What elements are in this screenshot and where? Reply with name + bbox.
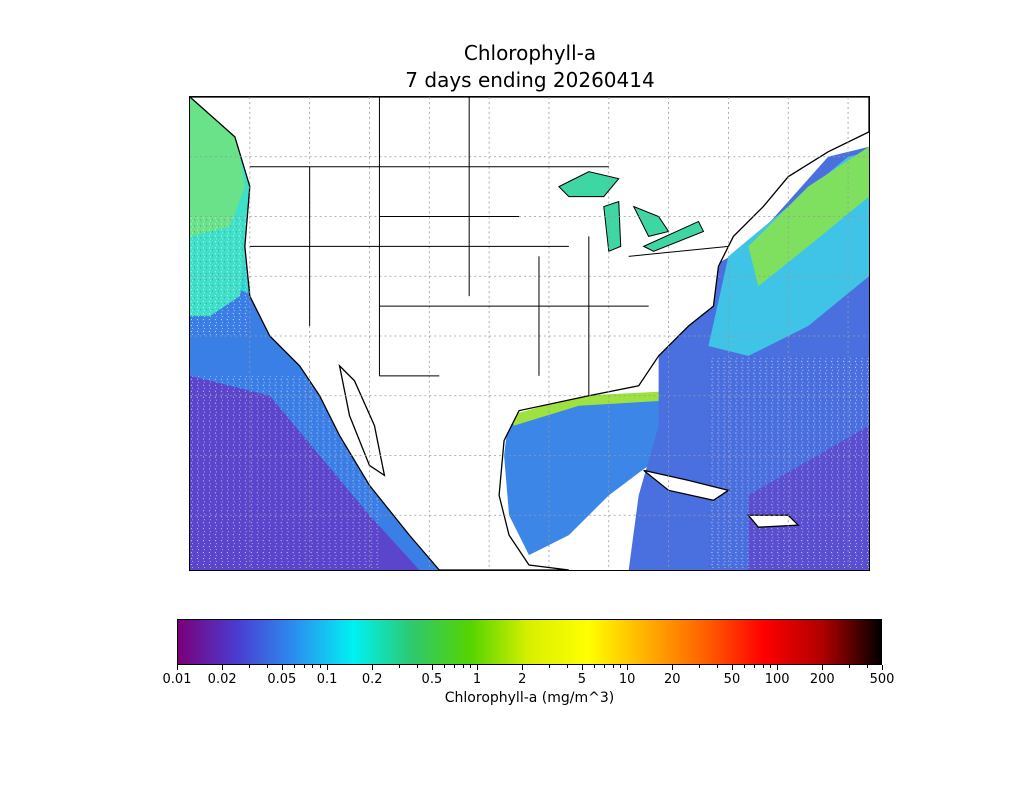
colorbar-minor-tick (717, 665, 719, 668)
colorbar-minor-tick (470, 665, 472, 668)
colorbar-ticks: 0.01 0.02 0.05 0.1 0.2 0.5 1 2 5 10 20 50 100 200 500 (163, 665, 894, 695)
colorbar-minor-tick (267, 665, 269, 668)
colorbar-tick-label: 5 (577, 672, 587, 687)
map-title: Chlorophyll-a (463, 41, 597, 65)
colorbar-tick-label: 20 (663, 672, 681, 687)
land (190, 97, 869, 570)
colorbar-tick-mark (477, 665, 479, 670)
colorbar-tick-label: 50 (723, 672, 741, 687)
colorbar-minor-tick (431, 665, 433, 668)
colorbar-tick-mark (777, 665, 779, 670)
colorbar-minor-tick (612, 665, 614, 668)
colorbar-tick-label: 0.01 (162, 672, 192, 687)
map-subtitle: 7 days ending 20260414 (405, 68, 655, 92)
colorbar-minor-tick (848, 665, 850, 668)
colorbar-minor-tick (762, 665, 764, 668)
colorbar-tick-label: 100 (764, 672, 790, 687)
colorbar-minor-tick (548, 665, 550, 668)
colorbar-tick-label: 0.02 (207, 672, 237, 687)
colorbar-minor-tick (753, 665, 755, 668)
chlorophyll-map (189, 96, 870, 571)
colorbar-minor-tick (603, 665, 605, 668)
colorbar (177, 619, 882, 665)
colorbar-minor-tick (303, 665, 305, 668)
colorbar-minor-tick (867, 665, 869, 668)
colorbar-minor-tick (453, 665, 455, 668)
colorbar-minor-tick (593, 665, 595, 668)
colorbar-minor-tick (281, 665, 283, 668)
colorbar-label: Chlorophyll-a (mg/m^3) (444, 690, 615, 706)
colorbar-minor-tick (417, 665, 419, 668)
colorbar-tick-mark (177, 665, 178, 670)
state-borders (249, 97, 729, 396)
colorbar-minor-tick (443, 665, 445, 668)
colorbar-tick-mark (327, 665, 329, 670)
colorbar-minor-tick (372, 665, 374, 668)
colorbar-minor-tick (770, 665, 772, 668)
gridlines (190, 97, 869, 570)
colorbar-minor-tick (822, 665, 824, 668)
colorbar-tick-label: 0.5 (421, 672, 443, 687)
atlantic-ocean (628, 146, 869, 570)
colorbar-tick-label: 0.1 (316, 672, 338, 687)
colorbar-minor-tick (522, 665, 524, 668)
colorbar-minor-tick (462, 665, 464, 668)
colorbar-tick-mark (627, 665, 629, 670)
colorbar-tick-mark (882, 665, 883, 670)
colorbar-tick-label: 1 (472, 672, 482, 687)
colorbar-minor-tick (731, 665, 733, 668)
colorbar-tick-label: 2 (518, 672, 527, 687)
colorbar-minor-tick (743, 665, 745, 668)
colorbar-tick-label: 0.05 (267, 672, 297, 687)
colorbar-minor-tick (581, 665, 583, 668)
colorbar-minor-tick (293, 665, 295, 668)
colorbar-minor-tick (698, 665, 700, 668)
colorbar-tick-label: 200 (809, 672, 835, 687)
colorbar-minor-tick (320, 665, 322, 668)
colorbar-tick-label: 10 (618, 672, 636, 687)
colorbar-minor-tick (620, 665, 622, 668)
colorbar-minor-tick (398, 665, 400, 668)
colorbar-minor-tick (672, 665, 674, 668)
colorbar-minor-tick (567, 665, 569, 668)
colorbar-minor-tick (248, 665, 250, 668)
great-lakes (558, 171, 705, 253)
colorbar-tick-label: 500 (869, 672, 895, 687)
colorbar-minor-tick (312, 665, 314, 668)
colorbar-minor-tick (222, 665, 224, 668)
colorbar-tick-label: 0.2 (361, 672, 383, 687)
